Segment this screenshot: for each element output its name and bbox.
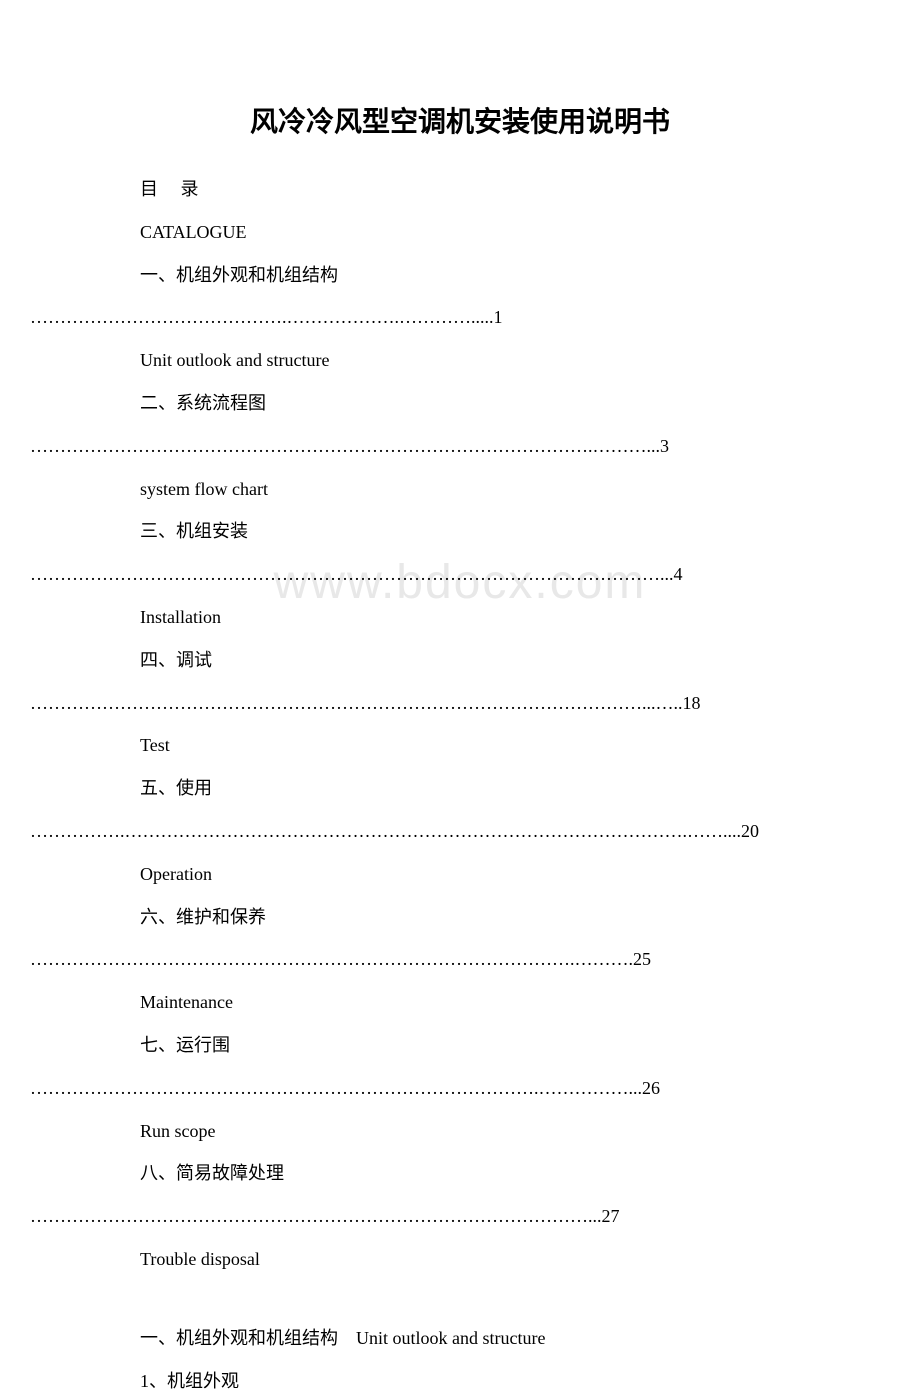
toc-item-dots: ………………………………………………………………………….……………...26 (30, 1074, 890, 1103)
toc-item-cn: 六、维护和保养 (140, 903, 890, 932)
toc-item-en: Run scope (140, 1117, 890, 1146)
toc-item-en: Test (140, 731, 890, 760)
toc-item-cn: 三、机组安装 (140, 517, 890, 546)
toc-char-2: 录 (181, 179, 199, 199)
toc-item-dots: …………………………………….……………….………….....1 (30, 303, 890, 332)
toc-item-cn: 四、调试 (140, 646, 890, 675)
toc-item-dots: …………….………………………………………………………………………………….……… (30, 817, 890, 846)
toc-item-cn: 二、系统流程图 (140, 389, 890, 418)
toc-item-en: Operation (140, 860, 890, 889)
toc-item-dots: ………………………………………………………………………………….………...3 (30, 432, 890, 461)
toc-item-dots: …………………………………………………………………………………...27 (30, 1202, 890, 1231)
document-title: 风冷冷风型空调机安装使用说明书 (30, 100, 890, 140)
toc-item-cn: 一、机组外观和机组结构 (140, 261, 890, 290)
toc-item-en: Maintenance (140, 988, 890, 1017)
section-subheading: 1、机组外观 (140, 1367, 890, 1395)
toc-item-cn: 五、使用 (140, 774, 890, 803)
content-area: 目 录 CATALOGUE 一、机组外观和机组结构 ……………………………………… (30, 175, 890, 1395)
toc-header-cn: 目 录 (140, 175, 890, 204)
toc-item-cn: 七、运行围 (140, 1031, 890, 1060)
toc-item-dots: ……………………………………………………………………………….……….25 (30, 945, 890, 974)
section-heading: 一、机组外观和机组结构 Unit outlook and structure (140, 1324, 890, 1353)
document-body: 风冷冷风型空调机安装使用说明书 目 录 CATALOGUE 一、机组外观和机组结… (30, 100, 890, 1395)
toc-item-en: Unit outlook and structure (140, 346, 890, 375)
toc-item-dots: ……………………………………………………………………………………………...4 (30, 560, 890, 589)
toc-char-1: 目 (140, 179, 158, 199)
toc-item-en: Installation (140, 603, 890, 632)
toc-header-en: CATALOGUE (140, 218, 890, 247)
toc-item-en: Trouble disposal (140, 1245, 890, 1274)
toc-item-dots: …………………………………………………………………………………………...…..… (30, 689, 890, 718)
toc-item-cn: 八、简易故障处理 (140, 1159, 890, 1188)
toc-item-en: system flow chart (140, 475, 890, 504)
